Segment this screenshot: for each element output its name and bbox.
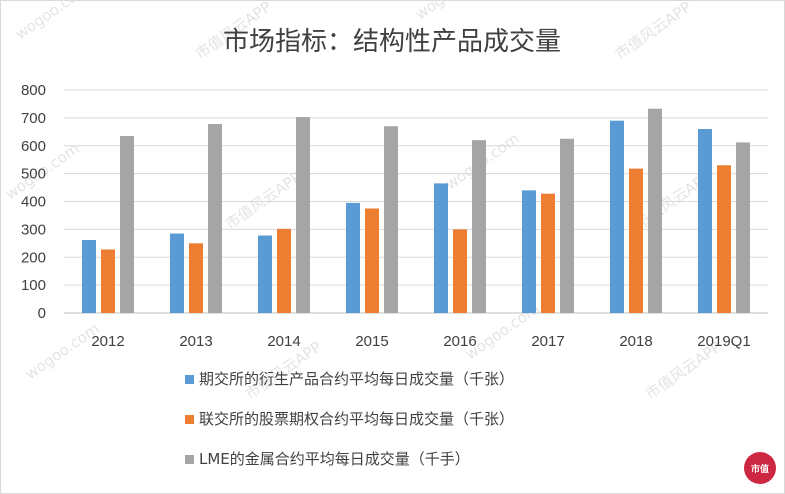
bar-series-2-2015 bbox=[365, 208, 379, 313]
bar-series-1-2014 bbox=[258, 235, 272, 313]
y-tick-label: 800 bbox=[21, 82, 46, 99]
y-tick-label: 0 bbox=[38, 305, 46, 322]
chart-title: 市场指标：结构性产品成交量 bbox=[223, 27, 561, 57]
legend-label-2: 联交所的股票期权合约平均每日成交量（千张） bbox=[199, 410, 514, 428]
x-category-label: 2018 bbox=[619, 333, 652, 350]
legend-label-1: 期交所的衍生产品合约平均每日成交量（千张） bbox=[199, 370, 514, 388]
x-category-label: 2017 bbox=[531, 333, 564, 350]
y-tick-label: 200 bbox=[21, 249, 46, 266]
legend-label-3: LME的金属合约平均每日成交量（千手） bbox=[199, 450, 470, 468]
bar-series-1-2012 bbox=[82, 239, 96, 313]
y-tick-label: 600 bbox=[21, 138, 46, 155]
legend: 期交所的衍生产品合约平均每日成交量（千张） 联交所的股票期权合约平均每日成交量（千… bbox=[185, 370, 514, 468]
bar-series-1-2018 bbox=[610, 120, 624, 313]
y-tick-label: 500 bbox=[21, 166, 46, 183]
bar-series-1-2015 bbox=[346, 202, 360, 313]
y-tick-label: 700 bbox=[21, 110, 46, 127]
x-category-label: 2014 bbox=[267, 333, 300, 350]
bar-series-3-2014 bbox=[296, 117, 310, 313]
y-tick-label: 400 bbox=[21, 194, 46, 211]
bar-series-3-2018 bbox=[648, 108, 662, 314]
seal-circle bbox=[744, 452, 776, 484]
bar-series-1-2013 bbox=[170, 233, 184, 313]
x-category-label: 2013 bbox=[179, 333, 212, 350]
legend-swatch-2 bbox=[185, 415, 194, 424]
watermark-seal-logo: 市值 bbox=[744, 452, 776, 484]
bar-series-1-2016 bbox=[434, 183, 448, 313]
bar-series-3-2012 bbox=[120, 135, 134, 313]
bar-series-3-2019Q1 bbox=[736, 142, 750, 313]
bar-series-2-2018 bbox=[629, 168, 643, 313]
x-category-label: 2015 bbox=[355, 333, 388, 350]
bars bbox=[82, 108, 750, 314]
x-axis-category-labels: 2012 2013 2014 2015 2016 2017 2018 2019Q1 bbox=[91, 333, 750, 350]
bar-series-3-2015 bbox=[384, 126, 398, 313]
bar-series-2-2012 bbox=[101, 249, 115, 313]
bar-series-3-2013 bbox=[208, 124, 222, 313]
bar-series-1-2019Q1 bbox=[698, 129, 712, 313]
legend-swatch-3 bbox=[185, 455, 194, 464]
x-category-label: 2019Q1 bbox=[697, 333, 750, 350]
bar-series-2-2017 bbox=[541, 193, 555, 313]
bar-series-2-2019Q1 bbox=[717, 165, 731, 313]
bar-series-3-2016 bbox=[472, 140, 486, 313]
x-category-label: 2012 bbox=[91, 333, 124, 350]
y-tick-label: 100 bbox=[21, 277, 46, 294]
bar-series-2-2013 bbox=[189, 243, 203, 313]
bar-series-2-2016 bbox=[453, 229, 467, 313]
bar-series-3-2017 bbox=[560, 138, 574, 313]
legend-swatch-1 bbox=[185, 375, 194, 384]
seal-text: 市值 bbox=[751, 463, 769, 475]
bar-series-1-2017 bbox=[522, 190, 536, 313]
y-tick-label: 300 bbox=[21, 221, 46, 238]
x-category-label: 2016 bbox=[443, 333, 476, 350]
y-axis-tick-labels: 0 100 200 300 400 500 600 700 800 bbox=[21, 82, 46, 322]
bar-series-2-2014 bbox=[277, 228, 291, 313]
